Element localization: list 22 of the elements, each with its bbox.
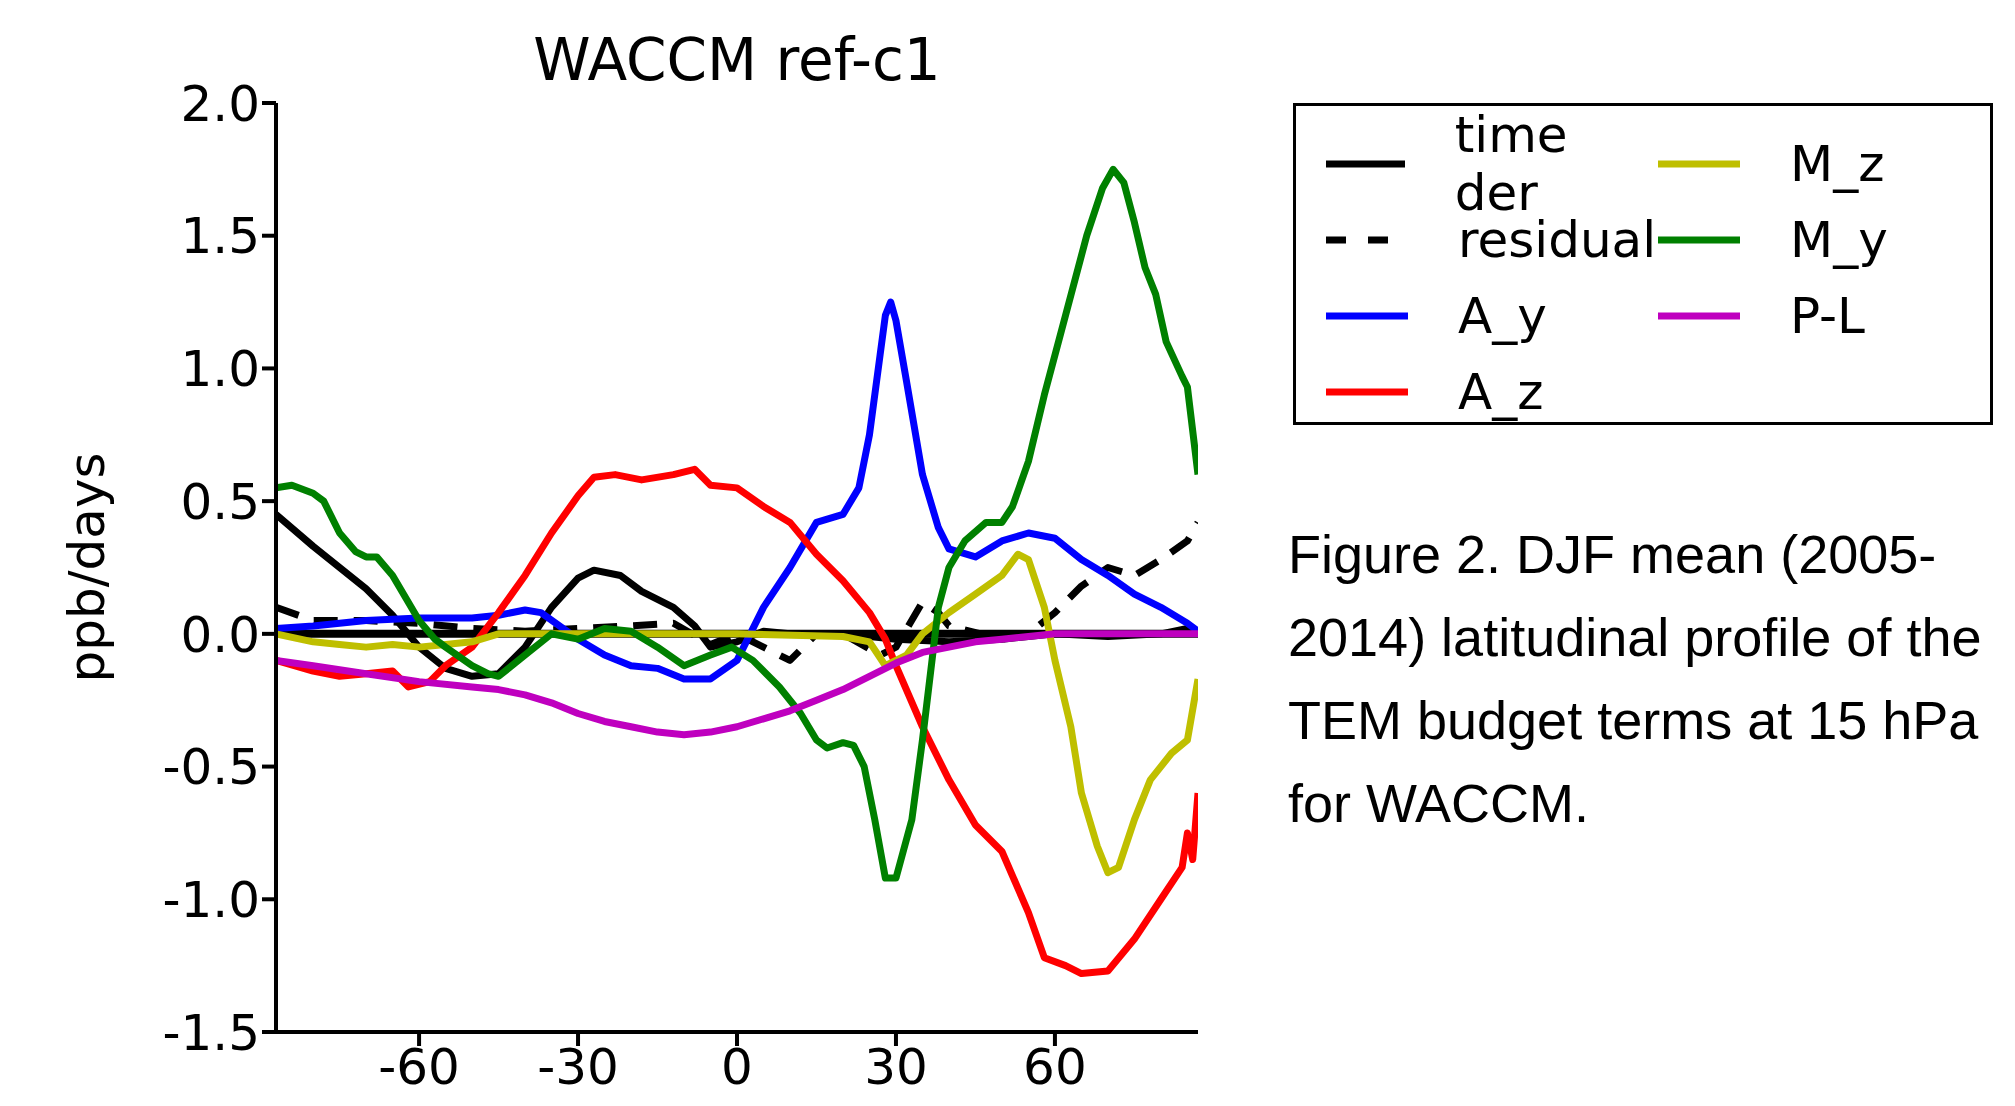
y-tick-label: 0.5 [180, 472, 260, 531]
y-tick-label: -1.5 [162, 1003, 260, 1062]
y-tick-label: 0.0 [180, 605, 260, 664]
legend-label: residual [1458, 211, 1657, 269]
x-tick-label: 30 [864, 1037, 928, 1096]
legend-label: A_y [1458, 287, 1547, 345]
y-axis-title: ppb/days [57, 452, 116, 683]
y-tick-label: 1.5 [180, 207, 260, 266]
x-tick-label: 60 [1023, 1037, 1087, 1096]
legend-label: P-L [1790, 287, 1865, 345]
y-tick-label: 1.0 [180, 340, 260, 399]
x-tick-label: 0 [721, 1037, 753, 1096]
legend-label: A_z [1458, 363, 1544, 421]
y-tick-label: 2.0 [180, 74, 260, 133]
y-tick-label: -0.5 [162, 738, 260, 797]
x-tick-label: -60 [378, 1037, 460, 1096]
chart-title: WACCM ref-c1 [532, 26, 942, 94]
x-tick-label: -30 [537, 1037, 619, 1096]
legend-label: M_y [1790, 211, 1888, 269]
y-tick-label: -1.0 [162, 871, 260, 930]
legend-label: M_z [1790, 135, 1885, 193]
caption: Figure 2. DJF mean (2005-2014) latitudinal profile of the TEM budget terms at 15 hPa for WACCM. [1288, 523, 1983, 835]
